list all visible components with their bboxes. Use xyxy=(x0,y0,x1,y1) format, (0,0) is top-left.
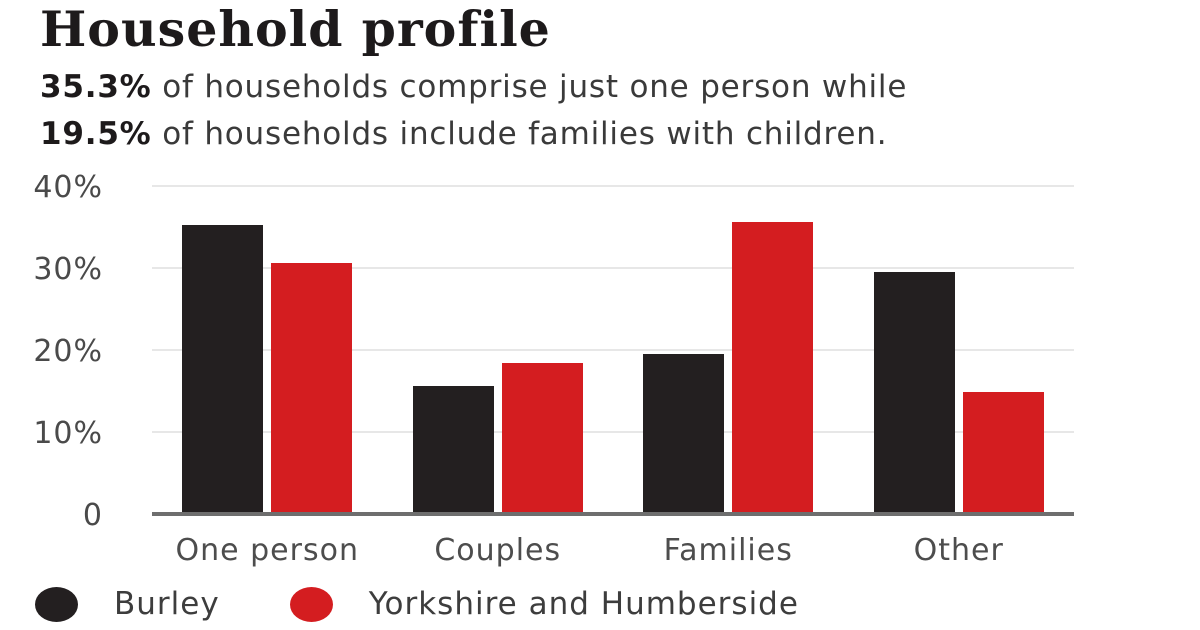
subtitle-stat-one-person: 35.3% xyxy=(40,69,152,105)
legend-label-burley: Burley xyxy=(114,586,220,622)
bar-group-one-person xyxy=(152,186,383,514)
bar-yorkshire-and-humberside-one-person xyxy=(271,263,353,514)
gridline-30 xyxy=(152,267,1074,269)
bar-group-other xyxy=(844,186,1075,514)
bar-group-families xyxy=(613,186,844,514)
x-label-families: Families xyxy=(663,533,793,568)
y-axis: 40% 30% 20% 10% 0 xyxy=(0,170,103,533)
legend: Burley Yorkshire and Humberside xyxy=(35,586,799,622)
page-title: Household profile xyxy=(40,0,551,58)
y-tick-0: 0 xyxy=(82,497,103,533)
x-axis-baseline xyxy=(152,512,1074,516)
bar-group-couples xyxy=(383,186,614,514)
subtitle-stat-families: 19.5% xyxy=(40,116,152,152)
subtitle-text-2: of households include families with chil… xyxy=(151,116,888,152)
bar-burley-families xyxy=(643,354,725,514)
bar-yorkshire-and-humberside-couples xyxy=(501,363,583,514)
y-tick-40: 40% xyxy=(33,169,103,205)
x-label-couples: Couples xyxy=(434,533,562,568)
legend-swatch-yorkshire-and-humberside xyxy=(289,586,333,622)
x-axis: One person Couples Families Other xyxy=(152,533,1074,568)
chart-header: Household profile 35.3% of households co… xyxy=(40,0,1180,158)
bar-yorkshire-and-humberside-other xyxy=(962,391,1044,514)
bar-burley-couples xyxy=(412,386,494,514)
x-label-one-person: One person xyxy=(175,533,359,568)
legend-item-burley: Burley xyxy=(35,586,220,622)
legend-item-yorkshire-and-humberside: Yorkshire and Humberside xyxy=(289,586,799,622)
y-tick-30: 30% xyxy=(33,251,103,287)
gridline-20 xyxy=(152,349,1074,351)
legend-swatch-burley xyxy=(35,586,78,622)
y-tick-20: 20% xyxy=(33,333,103,369)
bar-groups xyxy=(152,186,1074,514)
legend-label-yorkshire-and-humberside: Yorkshire and Humberside xyxy=(368,586,799,622)
plot-area xyxy=(152,185,1074,516)
gridline-40 xyxy=(152,185,1074,187)
bar-yorkshire-and-humberside-families xyxy=(732,222,814,514)
subtitle-line-2: 19.5% of households include families wit… xyxy=(40,111,1180,158)
bar-burley-other xyxy=(873,272,955,514)
subtitle-text-1: of households comprise just one person w… xyxy=(151,69,908,105)
bar-burley-one-person xyxy=(182,224,264,514)
subtitle-line-1: 35.3% of households comprise just one pe… xyxy=(40,64,1180,111)
y-tick-10: 10% xyxy=(33,415,103,451)
gridline-10 xyxy=(152,431,1074,433)
x-label-other: Other xyxy=(913,533,1004,568)
